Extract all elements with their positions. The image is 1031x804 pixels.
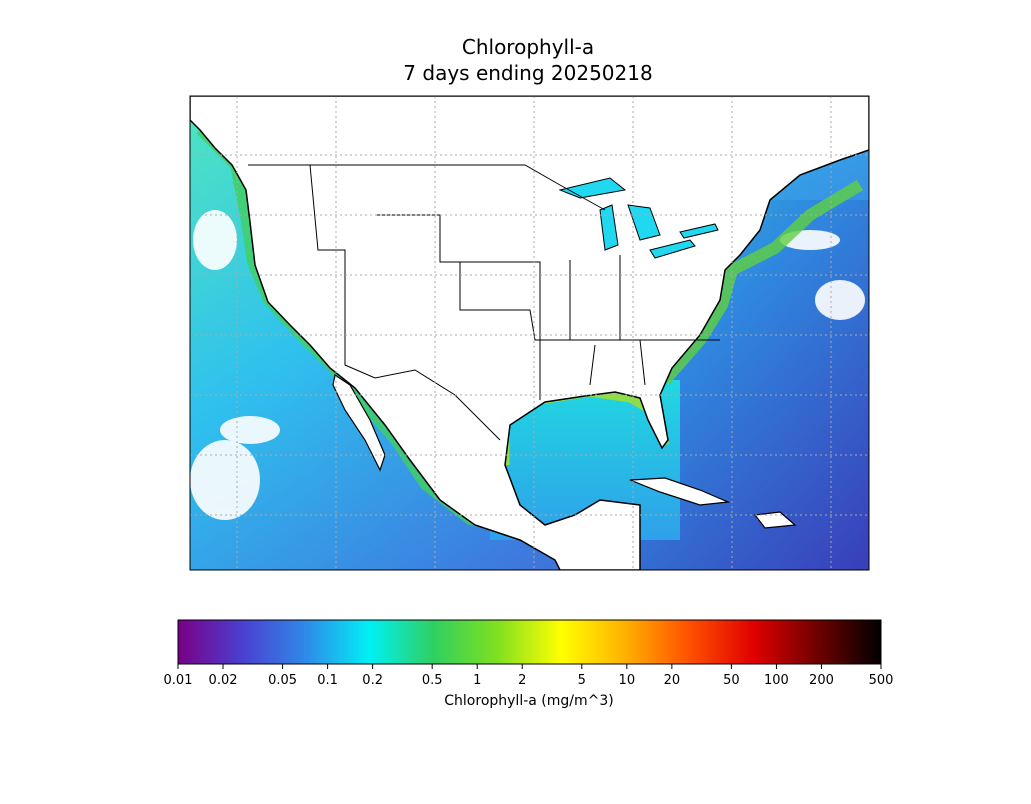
graticule [190,96,869,570]
tick-label: 5 [578,673,586,688]
tick-label: 0.2 [362,673,383,688]
tick-label: 200 [809,673,834,688]
subtitle: 7 days ending 20250218 [403,61,652,85]
tick-label: 0.05 [268,673,297,688]
baja-california [332,374,386,472]
tick-label: 2 [518,673,526,688]
tick-label: 0.02 [209,673,238,688]
tick-label: 500 [869,673,894,688]
hispaniola [753,511,797,529]
colorbar-gradient [177,619,882,665]
tick-label: 10 [619,673,636,688]
tick-label: 20 [664,673,681,688]
colorbar: Chlorophyll-a (mg/m^3) 0.01 0.02 0.05 0.1 0.… [164,619,894,709]
map-frame [189,95,870,571]
tick-label: 100 [764,673,789,688]
tick-label: 0.1 [317,673,338,688]
map [190,96,869,570]
tick-label: 50 [723,673,740,688]
land [190,96,869,570]
tick-label: 0.5 [422,673,443,688]
colorbar-label: Chlorophyll-a (mg/m^3) [444,693,613,709]
cuba [629,477,731,506]
tick-label: 1 [473,673,481,688]
great-lakes [558,177,719,259]
borders [248,164,720,441]
tick-label: 0.01 [164,673,193,688]
cloud-gaps [190,210,865,520]
title: Chlorophyll-a [462,35,594,59]
